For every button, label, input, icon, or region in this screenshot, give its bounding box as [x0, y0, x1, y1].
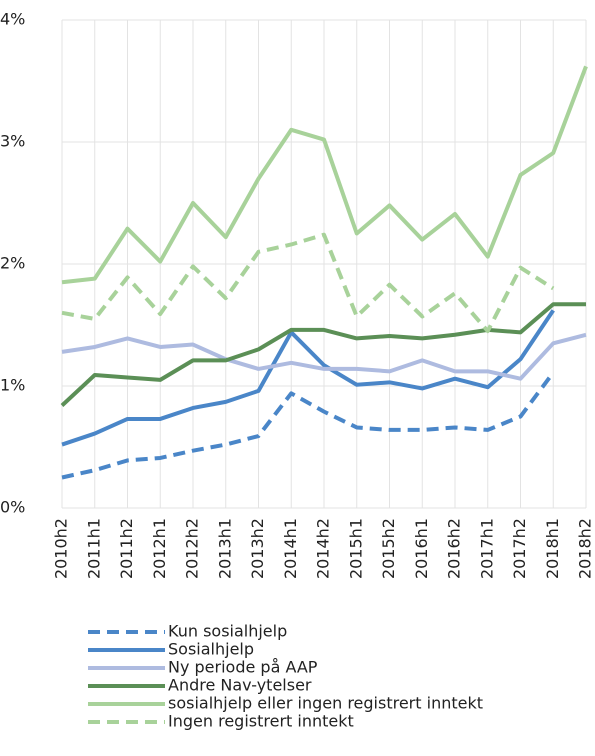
y-tick-label: 4%: [0, 10, 25, 29]
series-line: [61, 309, 555, 447]
x-tick-label: 2011h2: [117, 518, 136, 579]
legend-label: Ny periode på AAP: [168, 658, 318, 677]
x-tick-label: 2014h1: [281, 518, 300, 579]
legend-label: Andre Nav-ytelser: [168, 676, 312, 695]
x-tick-label: 2015h2: [379, 518, 398, 579]
y-tick-label: 3%: [0, 132, 25, 151]
legend-label: sosialhjelp eller ingen registrert innte…: [168, 694, 483, 713]
series-line: [61, 371, 555, 480]
x-tick-label: 2013h2: [248, 518, 267, 579]
series-line: [61, 232, 555, 334]
x-tick-label: 2011h1: [84, 518, 103, 579]
x-tick-label: 2013h1: [215, 518, 234, 579]
x-tick-label: 2015h1: [346, 518, 365, 579]
series-line: [61, 332, 587, 381]
x-tick-label: 2014h2: [314, 518, 333, 579]
series-line: [61, 65, 588, 285]
legend-label: Kun sosialhjelp: [168, 622, 287, 641]
series-line: [60, 302, 586, 407]
x-tick-label: 2018h1: [543, 518, 562, 579]
x-tick-label: 2018h2: [576, 518, 595, 579]
x-tick-label: 2012h2: [183, 518, 202, 579]
y-tick-label: 1%: [0, 376, 25, 395]
x-tick-label: 2017h2: [510, 518, 529, 579]
x-tick-label: 2010h2: [52, 518, 71, 579]
x-tick-label: 2016h2: [445, 518, 464, 579]
y-tick-label: 0%: [0, 498, 25, 517]
legend-label: Sosialhjelp: [168, 640, 254, 659]
y-tick-label: 2%: [0, 254, 25, 273]
x-tick-label: 2017h1: [477, 518, 496, 579]
x-tick-label: 2012h1: [150, 518, 169, 579]
legend-label: Ingen registrert inntekt: [168, 712, 354, 731]
x-tick-label: 2016h1: [412, 518, 431, 579]
